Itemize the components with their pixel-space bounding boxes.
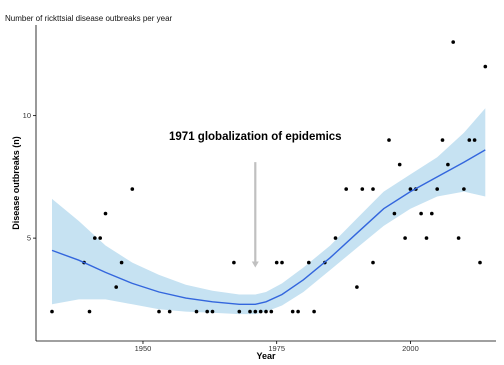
data-point	[205, 309, 209, 314]
data-point	[456, 236, 461, 240]
data-point	[424, 236, 429, 240]
annotation-label: 1971 globalization of epidemics	[169, 131, 342, 143]
data-point	[280, 260, 284, 265]
data-point	[194, 309, 199, 314]
plot-area: 1971 globalization of epidemics 1950 1975…	[23, 25, 496, 353]
data-point	[114, 285, 118, 289]
data-point	[419, 211, 423, 216]
data-point	[467, 138, 472, 142]
x-axis-title: Year	[256, 351, 276, 361]
data-point	[435, 187, 440, 191]
data-point	[237, 309, 242, 314]
data-point	[98, 236, 102, 240]
data-point	[446, 162, 450, 167]
data-point	[355, 285, 359, 289]
data-point	[210, 309, 215, 314]
data-point	[93, 236, 97, 240]
trend-line	[51, 149, 486, 305]
data-point	[269, 309, 274, 314]
data-point	[258, 309, 263, 314]
data-point	[451, 40, 456, 44]
data-point	[462, 187, 466, 191]
y-axis-ticks: 5 10	[23, 111, 36, 243]
x-tick-label: 1950	[135, 344, 152, 353]
data-point	[333, 236, 338, 240]
y-tick-label: 5	[27, 234, 31, 243]
data-point	[130, 187, 135, 191]
data-point	[167, 309, 172, 314]
data-points	[50, 40, 488, 314]
x-tick-label: 1975	[268, 344, 285, 353]
x-axis-ticks: 1950 1975 2000	[135, 341, 419, 353]
data-point	[264, 309, 268, 314]
data-point	[103, 211, 108, 216]
data-point	[312, 309, 316, 314]
annotation-arrowhead	[251, 261, 259, 268]
data-point	[290, 309, 295, 314]
data-point	[307, 260, 311, 265]
data-point	[344, 187, 349, 191]
data-point	[408, 187, 413, 191]
data-point	[430, 211, 434, 216]
data-point	[296, 309, 300, 314]
data-point	[478, 260, 482, 265]
data-point	[274, 260, 279, 265]
data-point	[360, 187, 365, 191]
x-tick-label: 2000	[402, 344, 419, 353]
data-point	[119, 260, 124, 265]
data-point	[248, 309, 252, 314]
data-point	[232, 260, 236, 265]
data-point	[397, 162, 402, 167]
data-point	[403, 236, 407, 240]
data-point	[371, 260, 375, 265]
y-tick-label: 10	[23, 111, 31, 120]
data-point	[50, 309, 54, 314]
data-point	[483, 64, 488, 69]
data-point	[440, 138, 445, 142]
data-point	[472, 138, 477, 142]
data-point	[253, 309, 258, 314]
data-point	[87, 309, 92, 314]
data-point	[392, 211, 397, 216]
data-point	[371, 187, 375, 191]
data-point	[387, 138, 391, 142]
chart-title: Number of rickttsial disease outbreaks p…	[5, 14, 173, 23]
y-axis-title: Disease outbreaks (n)	[11, 136, 21, 230]
data-point	[157, 309, 161, 314]
confidence-band	[52, 108, 486, 315]
